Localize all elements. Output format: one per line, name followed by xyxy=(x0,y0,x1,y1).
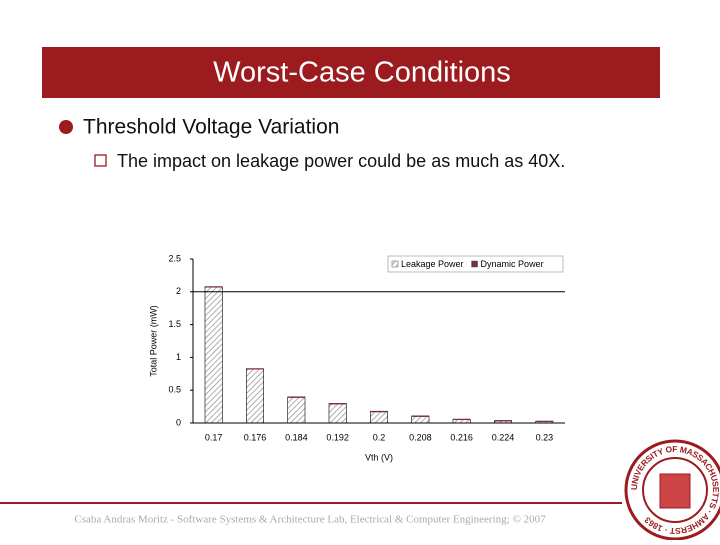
bar-segment xyxy=(204,286,223,424)
y-tick-label: 2.5 xyxy=(168,253,181,263)
seal-shield xyxy=(659,473,691,509)
bar-segment xyxy=(411,415,430,417)
x-tick-label: 0.23 xyxy=(536,432,554,442)
y-tick-label: 0.5 xyxy=(168,385,181,395)
x-tick-label: 0.192 xyxy=(326,432,349,442)
x-tick-label: 0.184 xyxy=(285,432,308,442)
bar-segment xyxy=(287,396,306,398)
x-tick-label: 0.208 xyxy=(409,432,432,442)
bar-segment xyxy=(246,368,264,370)
sub-bullet-text: The impact on leakage power could be as … xyxy=(117,151,565,171)
bar-segment xyxy=(287,397,306,424)
x-tick-label: 0.176 xyxy=(244,432,267,442)
y-tick-label: 0 xyxy=(176,417,181,427)
y-tick-label: 2 xyxy=(176,286,181,296)
legend-label: Dynamic Power xyxy=(481,259,544,269)
bar-segment xyxy=(204,286,223,288)
y-tick-label: 1 xyxy=(176,352,181,362)
bullet-dot xyxy=(59,120,73,134)
x-tick-label: 0.216 xyxy=(450,432,473,442)
slide-title: Worst-Case Conditions xyxy=(213,57,511,89)
bar-segment xyxy=(535,420,554,422)
bar-segment xyxy=(452,418,471,421)
seal: UNIVERSITY OF MASSACHUSETTS · AMHERST · … xyxy=(624,439,720,541)
legend-label: Leakage Power xyxy=(401,259,464,269)
title-bar xyxy=(42,47,660,98)
bar-segment xyxy=(246,368,264,424)
sub-bullet-box xyxy=(94,154,107,167)
bullet-text: Threshold Voltage Variation xyxy=(83,116,339,139)
bar-segment xyxy=(494,420,512,422)
chart: 0 0.5 1 1.5 2 2.5 0.17 0.176 0.184 0.192 0.2 0.208 0… xyxy=(148,253,565,462)
y-tick-label: 1.5 xyxy=(168,319,181,329)
bar-segment xyxy=(411,416,430,424)
bar-segment xyxy=(370,410,388,413)
bar-segment xyxy=(370,411,388,424)
x-tick-label: 0.224 xyxy=(492,432,515,442)
legend-swatch xyxy=(471,260,478,268)
x-axis-title: Vth (V) xyxy=(365,452,393,462)
legend-swatch xyxy=(391,260,399,268)
bar-segment xyxy=(328,403,347,424)
x-tick-label: 0.17 xyxy=(205,432,223,442)
bar-segment xyxy=(328,403,347,405)
y-axis-title: Total Power (mW) xyxy=(148,305,158,377)
x-tick-label: 0.2 xyxy=(373,432,386,442)
footer-text: Csaba Andras Moritz - Software Systems &… xyxy=(74,514,546,526)
